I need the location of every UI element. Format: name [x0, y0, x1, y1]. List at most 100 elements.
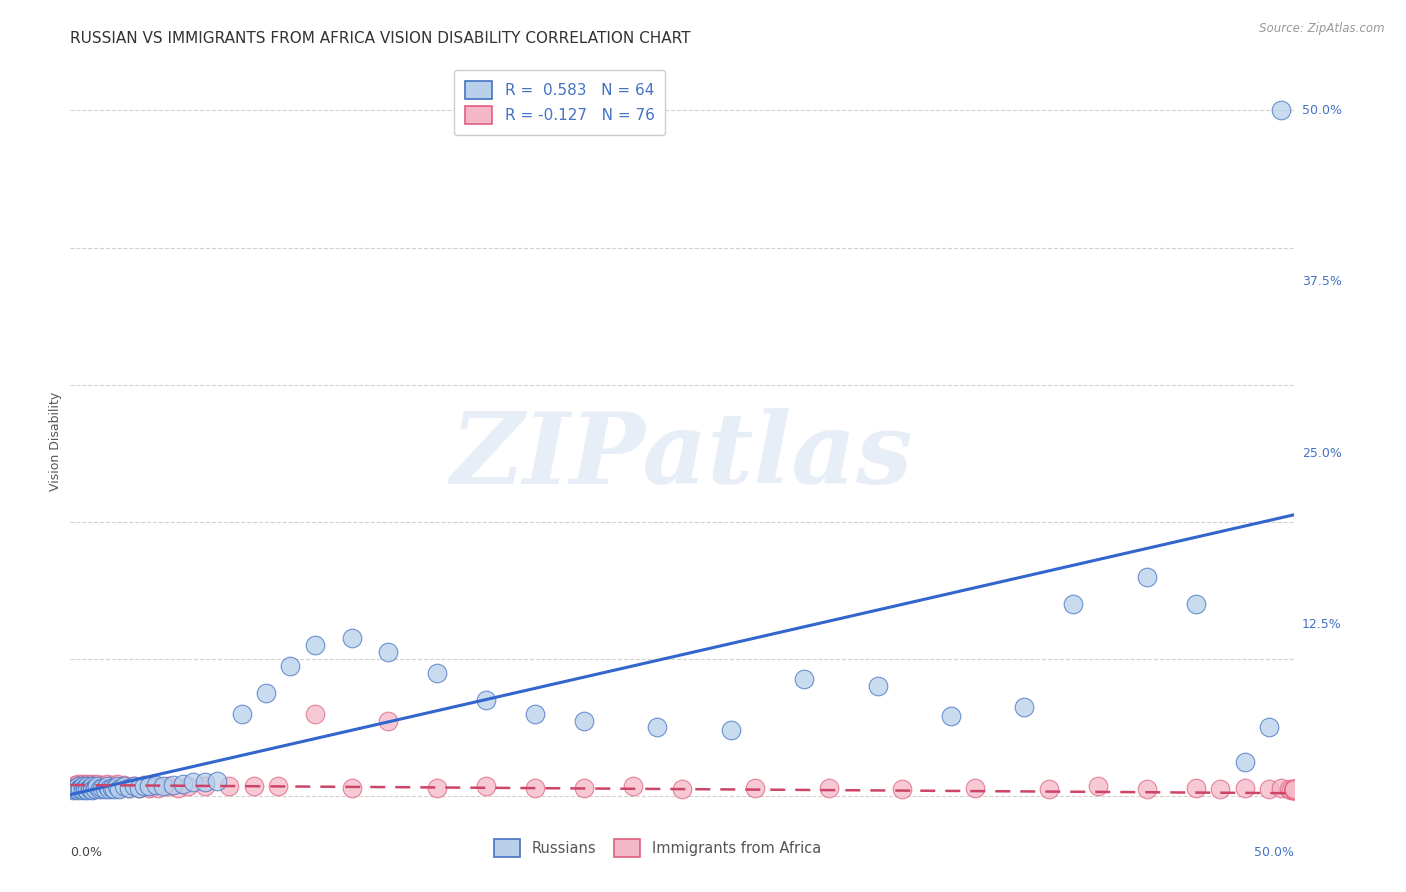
Point — [112, 778, 135, 792]
Point — [118, 780, 141, 795]
Point — [138, 780, 160, 795]
Text: 37.5%: 37.5% — [1302, 276, 1341, 288]
Point — [205, 773, 228, 788]
Point — [69, 780, 91, 795]
Point — [93, 780, 115, 795]
Point — [82, 782, 104, 797]
Point — [1282, 782, 1305, 797]
Text: ZIPatlas: ZIPatlas — [451, 409, 912, 505]
Point — [76, 783, 98, 797]
Point — [72, 776, 94, 790]
Point — [132, 780, 155, 794]
Point — [63, 780, 86, 795]
Point — [62, 782, 84, 797]
Point — [744, 780, 766, 795]
Point — [1258, 782, 1281, 797]
Point — [66, 782, 89, 797]
Point — [86, 776, 108, 790]
Point — [82, 776, 104, 790]
Point — [621, 780, 644, 794]
Point — [1233, 780, 1256, 795]
Point — [152, 780, 174, 794]
Point — [1136, 782, 1159, 797]
Point — [340, 632, 363, 646]
Point — [83, 780, 105, 795]
Point — [73, 778, 96, 792]
Point — [103, 782, 125, 797]
Point — [720, 723, 742, 738]
Point — [157, 780, 180, 794]
Point — [145, 778, 167, 792]
Point — [181, 775, 204, 789]
Text: Source: ZipAtlas.com: Source: ZipAtlas.com — [1260, 22, 1385, 36]
Point — [475, 780, 498, 794]
Point — [218, 780, 240, 794]
Point — [101, 780, 124, 795]
Point — [172, 776, 194, 790]
Point — [1184, 780, 1206, 795]
Point — [647, 720, 669, 734]
Point — [1278, 782, 1301, 797]
Point — [118, 780, 141, 795]
Point — [82, 783, 104, 797]
Point — [426, 780, 449, 795]
Point — [671, 782, 693, 797]
Point — [122, 780, 145, 794]
Point — [267, 780, 290, 794]
Point — [69, 780, 91, 795]
Point — [63, 782, 86, 797]
Point — [231, 706, 253, 721]
Text: 25.0%: 25.0% — [1302, 447, 1341, 459]
Text: 12.5%: 12.5% — [1302, 618, 1341, 631]
Point — [1282, 782, 1305, 797]
Point — [66, 783, 89, 797]
Point — [79, 780, 101, 795]
Point — [98, 780, 121, 795]
Point — [89, 782, 111, 797]
Point — [62, 783, 84, 797]
Point — [132, 778, 155, 792]
Point — [1282, 783, 1305, 797]
Point — [72, 780, 94, 794]
Point — [377, 714, 399, 728]
Point — [72, 783, 94, 797]
Point — [304, 638, 326, 652]
Point — [69, 782, 91, 797]
Point — [167, 780, 190, 795]
Point — [96, 776, 118, 790]
Point — [280, 658, 302, 673]
Point — [76, 780, 98, 794]
Point — [69, 778, 91, 792]
Point — [1062, 597, 1084, 611]
Point — [93, 782, 115, 797]
Point — [79, 778, 101, 792]
Point — [304, 706, 326, 721]
Point — [63, 778, 86, 792]
Point — [177, 780, 200, 794]
Point — [194, 775, 217, 789]
Point — [108, 780, 131, 795]
Point — [83, 782, 105, 797]
Point — [91, 780, 114, 795]
Text: RUSSIAN VS IMMIGRANTS FROM AFRICA VISION DISABILITY CORRELATION CHART: RUSSIAN VS IMMIGRANTS FROM AFRICA VISION… — [70, 31, 690, 46]
Point — [98, 782, 121, 797]
Point — [1136, 569, 1159, 583]
Point — [73, 780, 96, 795]
Point — [1258, 720, 1281, 734]
Point — [105, 776, 128, 790]
Point — [148, 780, 170, 795]
Point — [76, 776, 98, 790]
Point — [142, 780, 165, 794]
Point — [377, 645, 399, 659]
Point — [1282, 783, 1305, 797]
Point — [1038, 782, 1060, 797]
Point — [1233, 755, 1256, 769]
Point — [72, 782, 94, 797]
Point — [939, 709, 962, 723]
Point — [66, 776, 89, 790]
Point — [1209, 782, 1232, 797]
Point — [1087, 780, 1109, 794]
Point — [1279, 783, 1302, 797]
Point — [86, 780, 108, 794]
Point — [1270, 780, 1292, 795]
